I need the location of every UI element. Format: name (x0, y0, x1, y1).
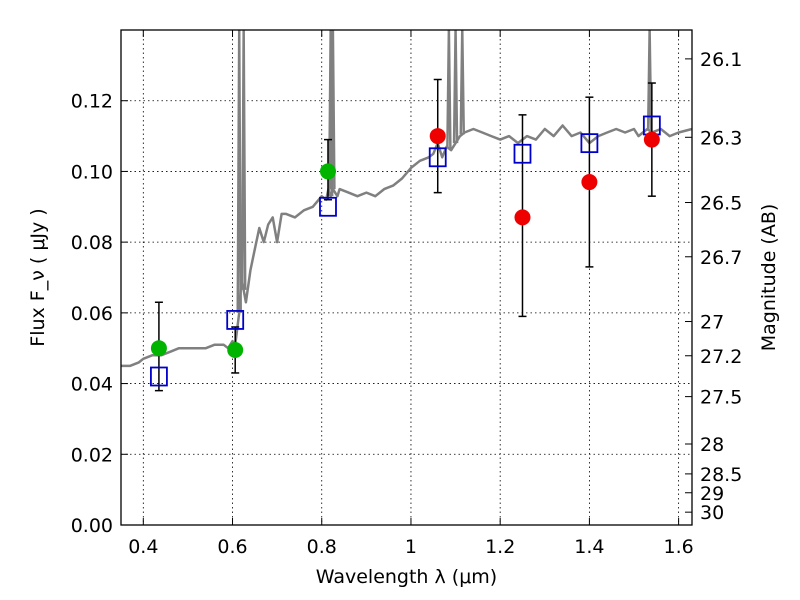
y2-tick-label: 26.1 (700, 49, 742, 71)
y-axis-label: Flux F_ν ( μJy ) (27, 208, 49, 346)
y2-tick-label: 27.5 (700, 387, 742, 409)
y-tick-label: 0.10 (71, 161, 113, 183)
model-bandpass-square (428, 147, 447, 168)
x-axis-label: Wavelength λ (μm) (316, 566, 497, 588)
x-tick-label: 0.8 (307, 536, 337, 558)
plot-frame (120, 29, 693, 526)
nir-measurement-point (581, 174, 598, 191)
emission-line-spike (446, 29, 452, 149)
y2-tick-label: 30 (700, 502, 724, 524)
grid-layer (121, 30, 692, 526)
emission-line-spike (240, 29, 247, 290)
model-bandpass-square (513, 143, 532, 164)
x-tick-label: 0.6 (217, 536, 247, 558)
model-layer (121, 29, 693, 368)
x-tick-label: 1.6 (664, 536, 694, 558)
emission-line-spike (236, 29, 242, 313)
y-tick-label: 0.06 (71, 303, 113, 325)
model-spectrum-line (121, 124, 693, 368)
y2-axis-label: Magnitude (AB) (758, 204, 780, 352)
y2-tick-label: 26.3 (700, 127, 742, 149)
labels-layer: 0.4 0.6 0.8 1 1.2 1.4 1.6 0.00 0.02 0.04 0.06 0.08 0… (71, 49, 743, 558)
emission-line-spike (452, 29, 459, 144)
y2-tick-label: 27 (700, 312, 724, 334)
x-tick-label: 1.2 (485, 536, 515, 558)
model-bandpass-square (319, 196, 337, 217)
model-bandpass-square (226, 310, 245, 330)
x-tick-label: 1.4 (574, 536, 604, 558)
points-layer (150, 115, 661, 387)
x-tick-label: 1 (405, 536, 417, 558)
y2-tick-label: 26.7 (700, 247, 742, 269)
y2-tick-label: 28.5 (700, 464, 742, 486)
y-tick-label: 0.12 (71, 91, 113, 113)
nir-measurement-point (514, 209, 531, 226)
y2-tick-label: 28 (700, 434, 724, 456)
ticks-layer (121, 30, 692, 526)
y-tick-label: 0.08 (71, 232, 113, 254)
y2-tick-label: 26.5 (700, 193, 742, 215)
emission-line-spike (459, 29, 466, 135)
model-bandpass-square (150, 366, 168, 387)
optical-detection-point (150, 340, 167, 357)
optical-detection-point (319, 163, 336, 180)
y-tick-label: 0.00 (71, 515, 113, 537)
y2-tick-label: 29 (700, 483, 724, 505)
y2-tick-label: 27.2 (700, 346, 742, 368)
nir-measurement-point (429, 128, 446, 145)
optical-detection-point (227, 341, 244, 358)
model-bandpass-square (580, 133, 599, 154)
y-tick-label: 0.04 (71, 374, 113, 396)
x-tick-label: 0.4 (128, 536, 158, 558)
y-tick-label: 0.02 (71, 444, 113, 466)
nir-measurement-point (643, 131, 660, 148)
